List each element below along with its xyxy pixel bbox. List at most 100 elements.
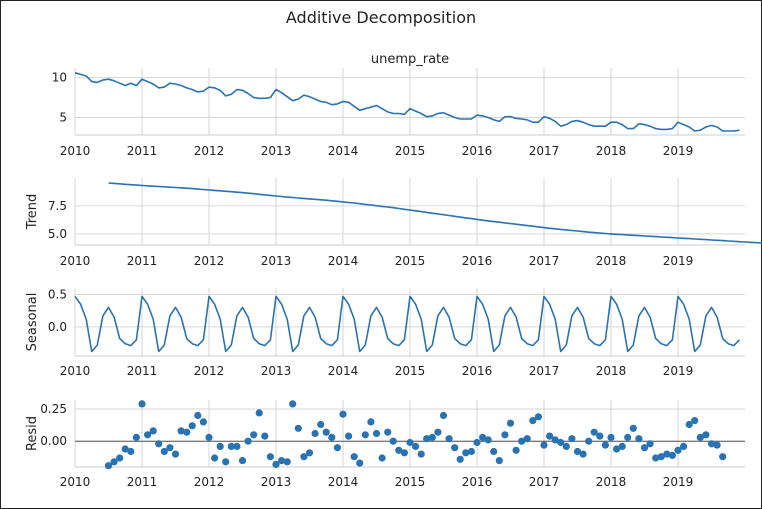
resid-point [512,446,520,454]
resid-point [445,435,453,443]
resid-point [590,428,598,436]
resid-point [188,422,196,430]
resid-point [339,410,347,418]
x-tick-label: 2018 [596,254,627,268]
x-tick-label: 2011 [127,144,158,158]
y-axis-label: Trend [25,194,40,231]
resid-point [506,419,515,427]
resid-point [668,451,677,459]
resid-point [317,420,325,429]
resid-point [640,444,649,452]
resid-point [707,440,716,448]
resid-point [233,442,241,450]
resid-point [713,441,721,449]
resid-point [127,447,135,456]
resid-point [389,437,397,445]
resid-point [540,441,548,449]
series-line [74,72,740,132]
resid-point [719,453,727,461]
resid-point [428,433,436,441]
resid-point [663,450,671,458]
resid-point [238,457,247,465]
panel-2: 2010 2011 2012 2013 2014 2015 2016 2017 2018 2019… [25,178,762,268]
resid-point [328,433,336,441]
resid-point [596,432,604,440]
resid-point [199,418,207,426]
resid-point [685,420,693,429]
resid-point [674,446,682,454]
x-tick-label: 2018 [596,144,627,158]
resid-point [132,433,140,441]
resid-point [155,440,163,448]
y-tick-label: 10 [52,71,67,85]
series-line [108,182,762,244]
resid-point [601,441,610,449]
resid-point [216,442,224,450]
resid-point [624,433,632,441]
resid-point [305,449,314,457]
resid-point [378,454,386,462]
x-tick-label: 2016 [462,254,493,268]
x-tick-label: 2016 [462,144,493,158]
x-tick-label: 2014 [328,475,359,489]
resid-point [144,431,152,439]
y-axis-label: Seasonal [25,293,40,352]
x-tick-label: 2017 [529,475,560,489]
x-tick-label: 2017 [529,144,560,158]
resid-point [266,453,274,461]
y-tick-label: 5.0 [48,227,67,241]
resid-point [646,440,654,448]
resid-point [372,429,381,438]
resid-point [183,428,191,436]
resid-point [680,442,688,450]
resid-point [283,458,291,466]
x-tick-label: 2013 [261,254,292,268]
resid-point [423,435,431,443]
x-tick-label: 2019 [663,475,694,489]
resid-point [462,449,470,457]
x-tick-label: 2016 [462,475,493,489]
series-line [74,295,740,353]
resid-point [205,433,213,441]
x-tick-label: 2015 [395,254,426,268]
resid-point [322,428,330,436]
x-tick-label: 2018 [596,475,627,489]
x-tick-label: 2014 [328,144,359,158]
resid-point [171,450,180,458]
resid-point [557,438,565,447]
resid-point [652,454,660,462]
resid-point [479,433,487,441]
x-tick-label: 2019 [663,144,694,158]
y-axis-label: Resid [25,416,40,451]
resid-point [562,442,570,450]
x-tick-label: 2019 [663,364,694,378]
resid-point [635,435,643,443]
resid-point [546,432,554,440]
resid-point [294,424,302,432]
y-tick-label: 5 [59,110,67,124]
resid-point [467,447,475,456]
resid-point [255,409,263,417]
resid-point [585,437,593,445]
resid-point [177,427,185,435]
x-tick-label: 2013 [261,364,292,378]
resid-point [211,454,219,462]
resid-point [110,458,118,466]
x-tick-label: 2015 [395,364,426,378]
x-tick-label: 2011 [127,364,158,378]
resid-point [121,445,129,453]
x-tick-label: 2010 [60,144,91,158]
x-tick-label: 2010 [60,254,91,268]
x-tick-label: 2012 [194,364,225,378]
resid-point [534,413,543,421]
y-tick-label: 0.0 [48,320,67,334]
resid-point [484,436,492,444]
resid-point [417,450,425,458]
resid-point [523,435,531,443]
resid-point [613,445,621,453]
resid-point [278,457,286,465]
x-tick-label: 2012 [194,254,225,268]
x-tick-label: 2019 [663,254,694,268]
resid-point [406,438,414,447]
